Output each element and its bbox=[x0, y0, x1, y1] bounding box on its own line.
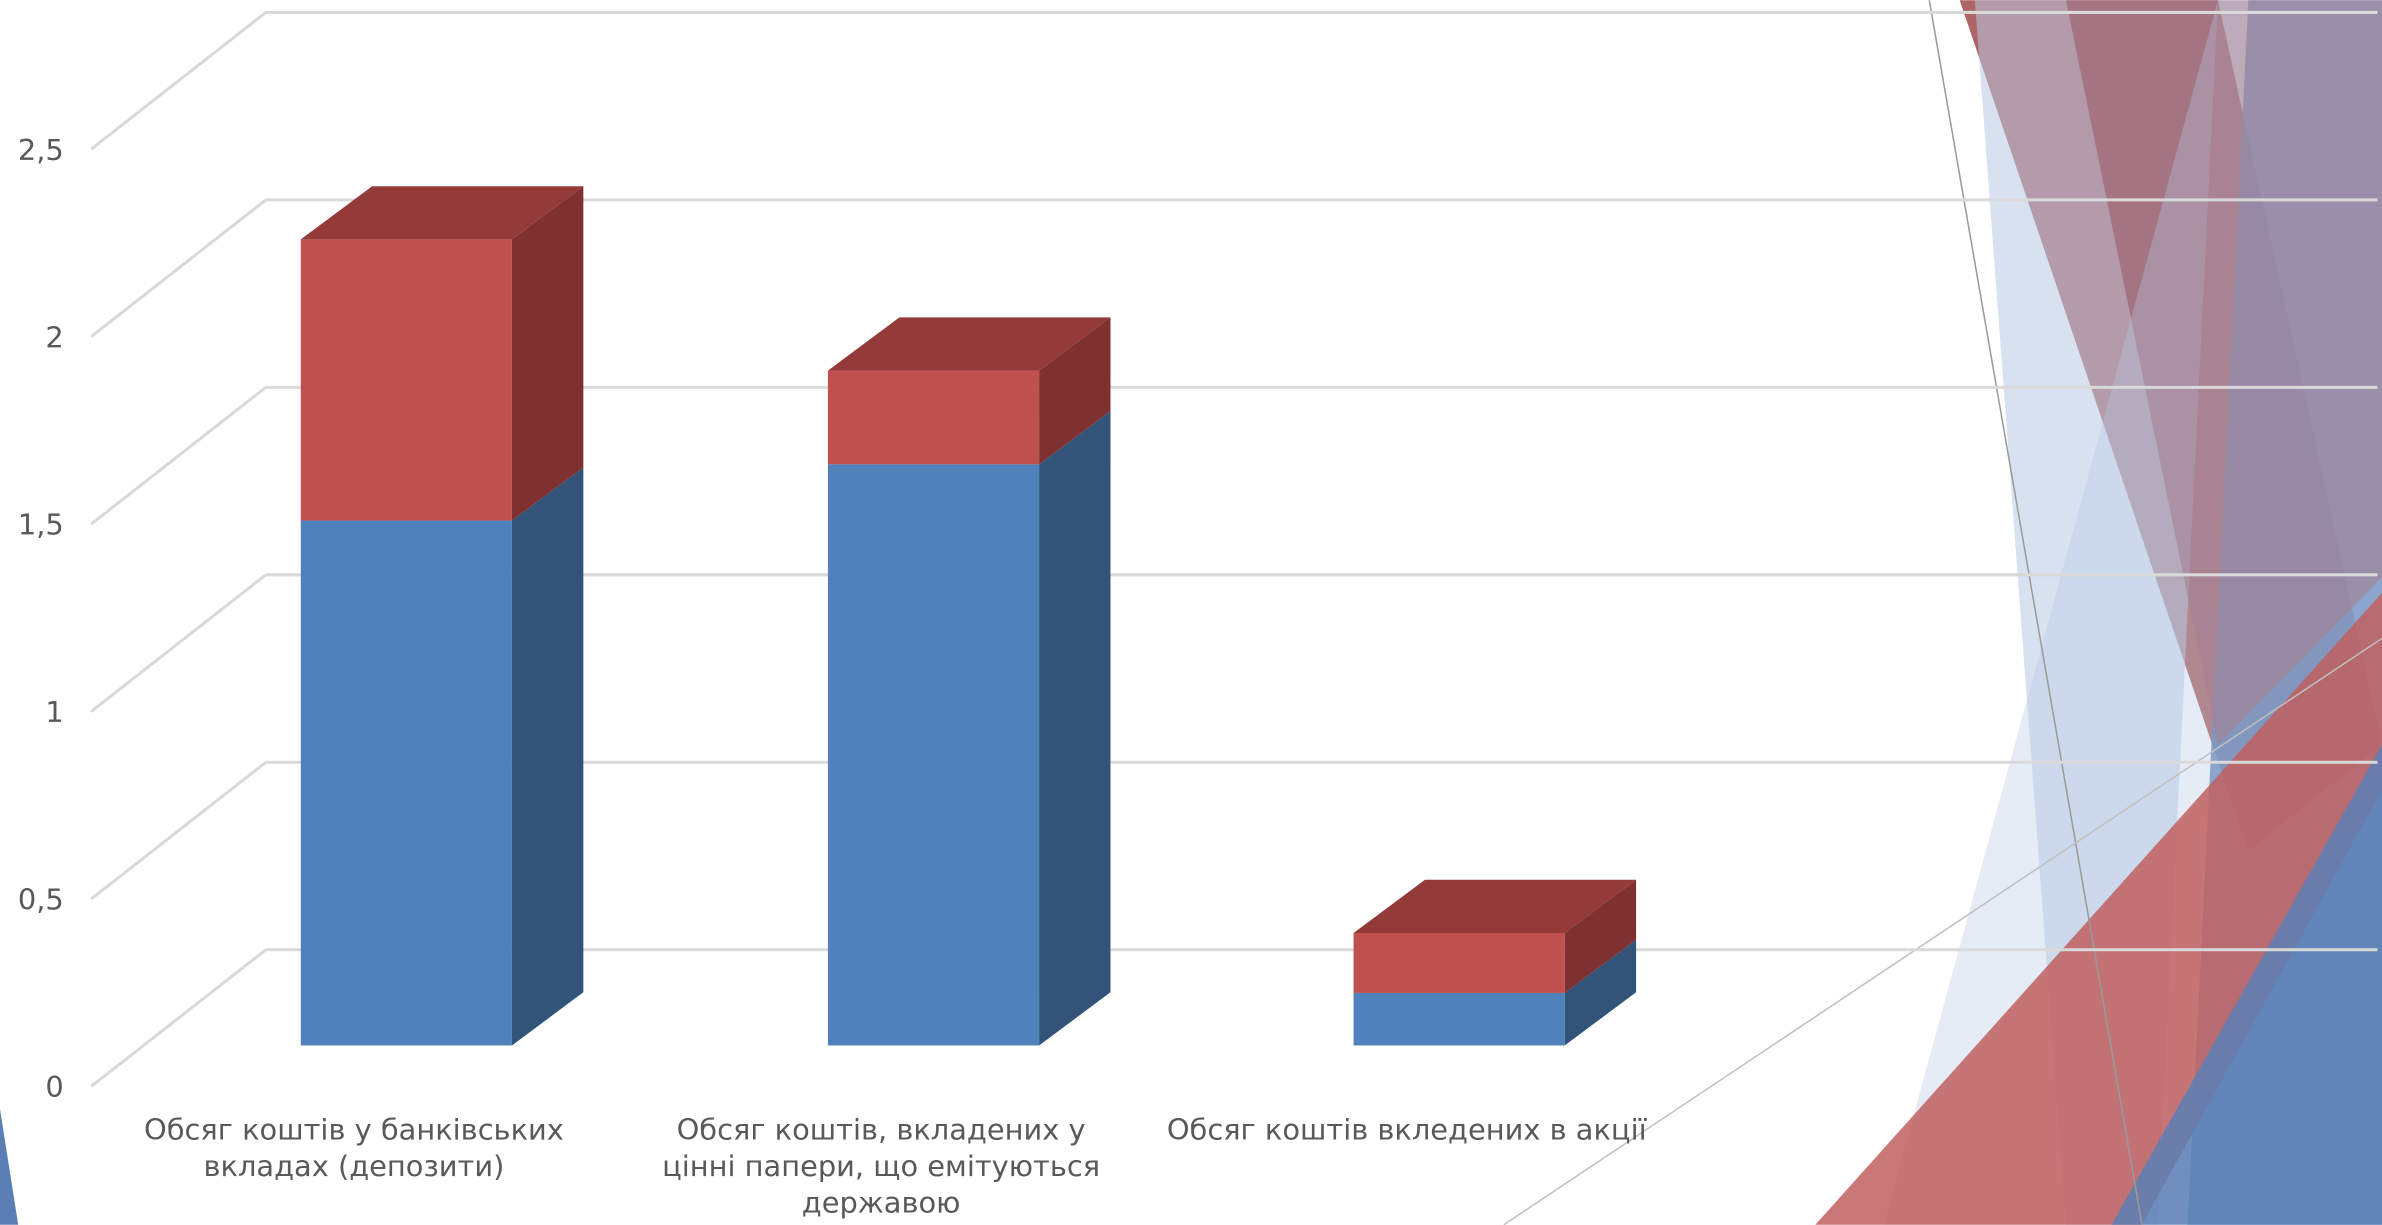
x-tick-label: Обсяг коштів, вкладених у цінні папери, щ… bbox=[662, 1113, 1100, 1220]
grid-line bbox=[90, 11, 267, 151]
bar bbox=[827, 370, 1040, 465]
bar-top bbox=[1353, 879, 1637, 933]
y-tick-label: 1 bbox=[45, 695, 63, 729]
grid-line bbox=[90, 761, 267, 901]
y-tick-label: 0,5 bbox=[18, 883, 64, 917]
bar bbox=[1353, 992, 1565, 1046]
bar-side bbox=[1039, 411, 1111, 1046]
bar bbox=[1353, 932, 1565, 993]
bar-top bbox=[300, 186, 584, 240]
bar-side bbox=[1564, 879, 1637, 993]
x-tick-label: Обсяг коштів вкледених в акції bbox=[1167, 1113, 1648, 1147]
y-tick-label: 2,5 bbox=[18, 133, 64, 167]
grid-line bbox=[90, 573, 267, 713]
x-tick-label: Обсяг коштів у банківських вкладах (депоз… bbox=[144, 1113, 564, 1183]
bar-top bbox=[827, 317, 1111, 371]
bar-side bbox=[1039, 317, 1111, 465]
grid-line bbox=[90, 198, 267, 338]
grid-line bbox=[90, 948, 267, 1088]
bar bbox=[300, 520, 512, 1046]
bar bbox=[827, 464, 1040, 1046]
bar-side bbox=[511, 186, 584, 521]
y-tick-label: 1,5 bbox=[18, 508, 64, 542]
bar-side bbox=[511, 467, 584, 1046]
y-tick-label: 2 bbox=[45, 320, 63, 354]
y-tick-label: 0 bbox=[45, 1070, 63, 1104]
bar bbox=[300, 239, 512, 521]
plot-area: 0 0,5 1 1,5 2 2,5 Обсяг коштів у банківських вк… bbox=[18, 10, 2378, 1220]
bar-side bbox=[1564, 939, 1637, 1046]
grid-line bbox=[90, 386, 267, 526]
